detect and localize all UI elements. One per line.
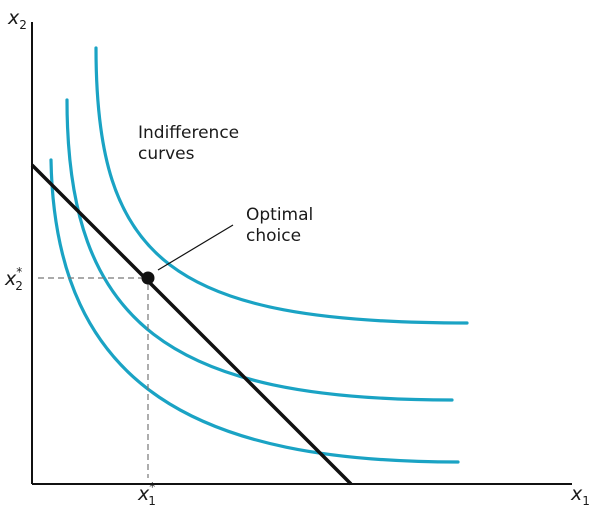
optimal-choice-pointer bbox=[157, 224, 234, 271]
indifference-curve-middle bbox=[65, 98, 454, 402]
optimal-label-line1: Optimal bbox=[246, 205, 313, 225]
x-axis-label: x1 bbox=[570, 483, 590, 506]
x-star-label: x* 1 bbox=[137, 480, 156, 506]
indifference-label-line1: Indifference bbox=[138, 123, 239, 143]
y-axis-label: x2 bbox=[7, 7, 27, 32]
optimal-choice-point bbox=[141, 271, 155, 285]
indifference-curve-high bbox=[94, 46, 469, 325]
optimal-choice-label: Optimal choice bbox=[246, 205, 319, 246]
indifference-label-line2: curves bbox=[138, 144, 195, 164]
optimal-label-line2: choice bbox=[246, 226, 301, 246]
indifference-curve-low bbox=[49, 158, 460, 464]
indifference-curves-label: Indifference curves bbox=[138, 123, 245, 164]
budget-line bbox=[30, 163, 353, 486]
y-star-label: x* 2 bbox=[4, 265, 23, 293]
